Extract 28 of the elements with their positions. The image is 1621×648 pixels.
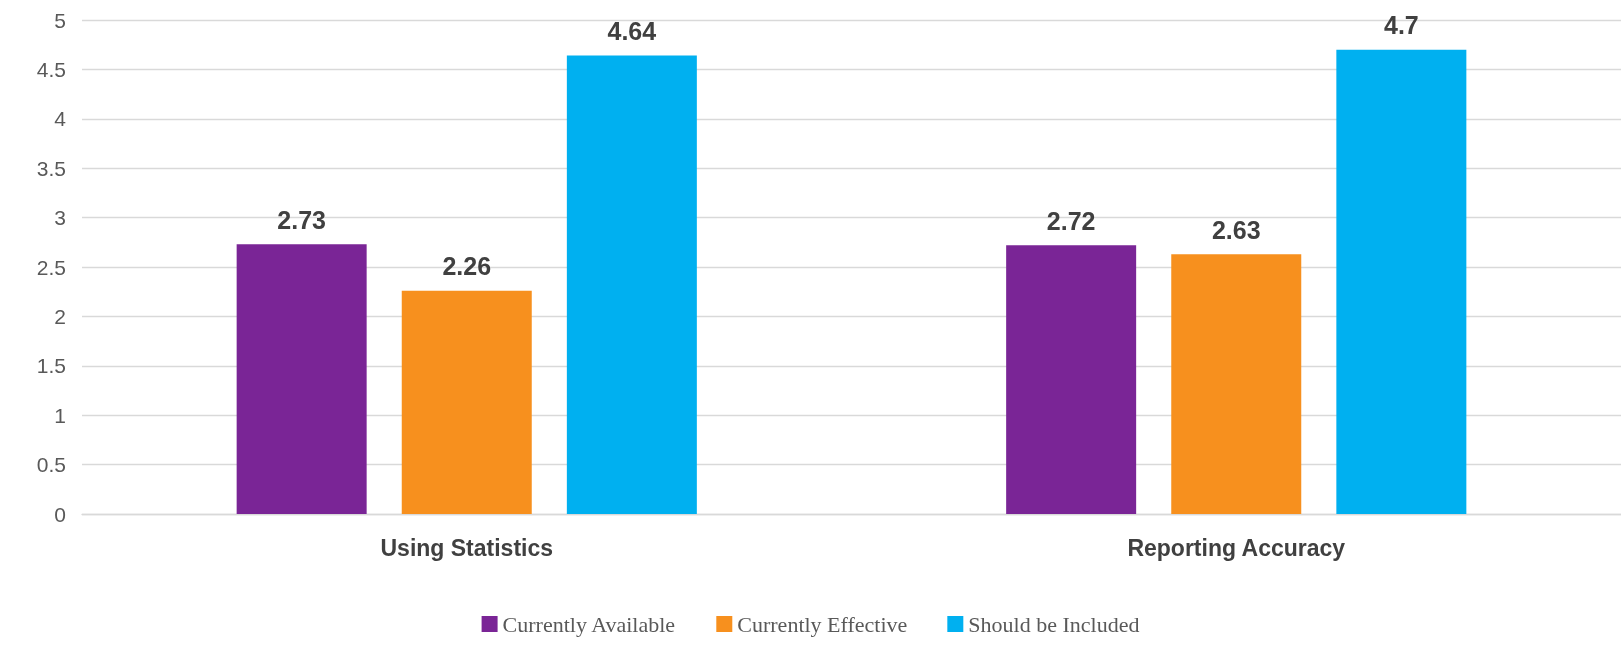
y-tick-label: 4 bbox=[54, 107, 67, 131]
data-label: 4.7 bbox=[1383, 11, 1419, 40]
y-tick-label: 0.5 bbox=[36, 453, 66, 477]
legend-label: Should be Included bbox=[968, 611, 1140, 637]
legend-label: Currently Available bbox=[502, 611, 676, 637]
y-tick-label: 1.5 bbox=[36, 354, 66, 378]
data-label: 4.64 bbox=[607, 17, 657, 46]
legend-label: Currently Effective bbox=[737, 611, 908, 637]
bar bbox=[566, 55, 697, 514]
y-tick-label: 4.5 bbox=[36, 57, 66, 81]
data-label: 2.73 bbox=[277, 205, 326, 234]
y-tick-label: 0 bbox=[54, 502, 66, 526]
data-label: 2.63 bbox=[1211, 215, 1261, 244]
y-tick-label: 3.5 bbox=[36, 156, 66, 180]
x-tick-label: Reporting Accuracy bbox=[1127, 534, 1346, 561]
bar bbox=[1336, 49, 1467, 514]
y-tick-label: 1 bbox=[54, 403, 66, 427]
bar bbox=[401, 290, 532, 514]
data-label: 2.72 bbox=[1046, 206, 1096, 235]
bar bbox=[236, 244, 367, 514]
bar bbox=[1006, 245, 1137, 514]
x-tick-label: Using Statistics bbox=[380, 534, 554, 561]
y-tick-label: 2 bbox=[54, 304, 66, 328]
y-tick-label: 5 bbox=[54, 8, 66, 32]
y-tick-label: 3 bbox=[54, 206, 66, 230]
bar bbox=[1171, 254, 1302, 514]
data-label: 2.26 bbox=[442, 252, 492, 281]
y-tick-label: 2.5 bbox=[36, 255, 66, 279]
